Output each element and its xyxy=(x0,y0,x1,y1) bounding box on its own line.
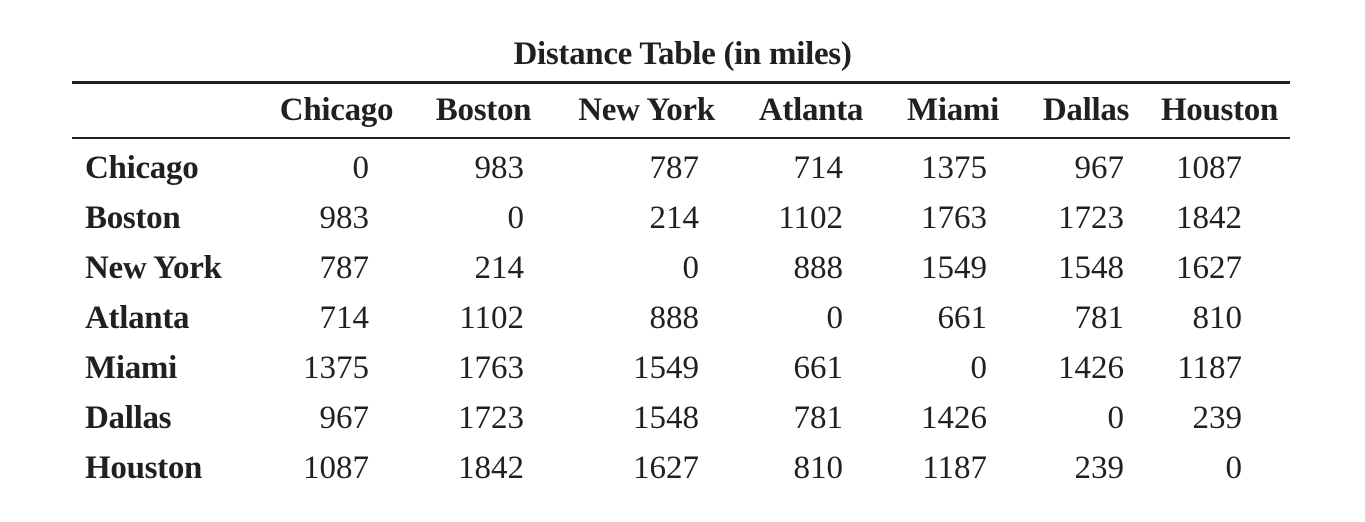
distance-cell: 787 xyxy=(649,149,700,186)
distance-table: Chicago Boston New York Atlanta Miami Da… xyxy=(72,84,1290,493)
distance-cell: 1723 xyxy=(1058,199,1124,236)
distance-cell: 983 xyxy=(474,149,525,186)
distance-cell: 214 xyxy=(474,249,525,286)
distance-cell: 888 xyxy=(793,249,844,286)
distance-cell: 0 xyxy=(1107,399,1125,436)
distance-cell: 0 xyxy=(970,349,988,386)
column-header: Houston xyxy=(1160,92,1279,128)
header-rule xyxy=(72,137,1290,139)
distance-cell: 810 xyxy=(1192,299,1243,336)
distance-cell: 1375 xyxy=(921,149,987,186)
distance-cell: 661 xyxy=(937,299,988,336)
distance-cell: 1102 xyxy=(778,199,843,236)
top-rule xyxy=(72,81,1290,84)
row-header: Atlanta xyxy=(85,299,190,336)
distance-cell: 1723 xyxy=(458,399,524,436)
distance-cell: 1627 xyxy=(1176,249,1242,286)
distance-cell: 0 xyxy=(682,249,700,286)
distance-cell: 239 xyxy=(1074,449,1125,486)
distance-cell: 239 xyxy=(1192,399,1243,436)
table-row: Dallas 967 1723 1548 781 1426 0 239 xyxy=(72,393,1290,443)
distance-cell: 0 xyxy=(352,149,370,186)
row-header: Houston xyxy=(85,449,203,486)
distance-cell: 1549 xyxy=(633,349,699,386)
column-header: Dallas xyxy=(1042,92,1130,128)
distance-cell: 1548 xyxy=(633,399,699,436)
distance-cell: 967 xyxy=(1074,149,1125,186)
column-header: Atlanta xyxy=(758,92,864,128)
distance-cell: 1842 xyxy=(458,449,524,486)
distance-cell: 1426 xyxy=(921,399,987,436)
corner-cell xyxy=(72,84,260,137)
table-title: Distance Table (in miles) xyxy=(513,36,852,72)
column-header: New York xyxy=(578,92,715,128)
distance-cell: 810 xyxy=(793,449,844,486)
column-header: Miami xyxy=(907,92,999,128)
column-header: Boston xyxy=(435,92,532,128)
table-row: Houston 1087 1842 1627 810 1187 239 0 xyxy=(72,443,1290,493)
table-row: Atlanta 714 1102 888 0 661 781 810 xyxy=(72,293,1290,343)
distance-cell: 1187 xyxy=(922,449,987,486)
column-header: Chicago xyxy=(279,92,394,128)
distance-cell: 214 xyxy=(649,199,700,236)
distance-cell: 1375 xyxy=(303,349,369,386)
row-header: New York xyxy=(85,249,222,286)
row-header: Boston xyxy=(85,199,181,236)
distance-cell: 1763 xyxy=(921,199,987,236)
distance-cell: 1842 xyxy=(1176,199,1242,236)
row-header: Chicago xyxy=(85,149,199,186)
distance-cell: 714 xyxy=(793,149,844,186)
distance-cell: 1426 xyxy=(1058,349,1124,386)
distance-cell: 1087 xyxy=(303,449,369,486)
distance-cell: 1549 xyxy=(921,249,987,286)
table-row: Chicago 0 983 787 714 1375 967 1087 xyxy=(72,137,1290,193)
table-row: New York 787 214 0 888 1549 1548 1627 xyxy=(72,243,1290,293)
distance-cell: 0 xyxy=(507,199,525,236)
distance-cell: 888 xyxy=(649,299,700,336)
distance-cell: 781 xyxy=(1074,299,1125,336)
row-header: Dallas xyxy=(85,399,172,436)
distance-cell: 1627 xyxy=(633,449,699,486)
distance-cell: 714 xyxy=(319,299,370,336)
distance-cell: 1087 xyxy=(1176,149,1242,186)
row-header: Miami xyxy=(85,349,177,386)
header-row: Chicago Boston New York Atlanta Miami Da… xyxy=(72,84,1290,137)
distance-cell: 1548 xyxy=(1058,249,1124,286)
distance-cell: 0 xyxy=(826,299,844,336)
distance-cell: 1187 xyxy=(1177,349,1242,386)
table-row: Miami 1375 1763 1549 661 0 1426 1187 xyxy=(72,343,1290,393)
distance-cell: 781 xyxy=(793,399,844,436)
distance-cell: 1102 xyxy=(459,299,524,336)
distance-cell: 0 xyxy=(1225,449,1243,486)
table-body: Chicago 0 983 787 714 1375 967 1087 Boston 983 0 21… xyxy=(72,137,1290,493)
distance-cell: 661 xyxy=(793,349,844,386)
distance-cell: 983 xyxy=(319,199,370,236)
table-row: Boston 983 0 214 1102 1763 1723 1842 xyxy=(72,193,1290,243)
distance-cell: 967 xyxy=(319,399,370,436)
distance-cell: 787 xyxy=(319,249,370,286)
distance-cell: 1763 xyxy=(458,349,524,386)
